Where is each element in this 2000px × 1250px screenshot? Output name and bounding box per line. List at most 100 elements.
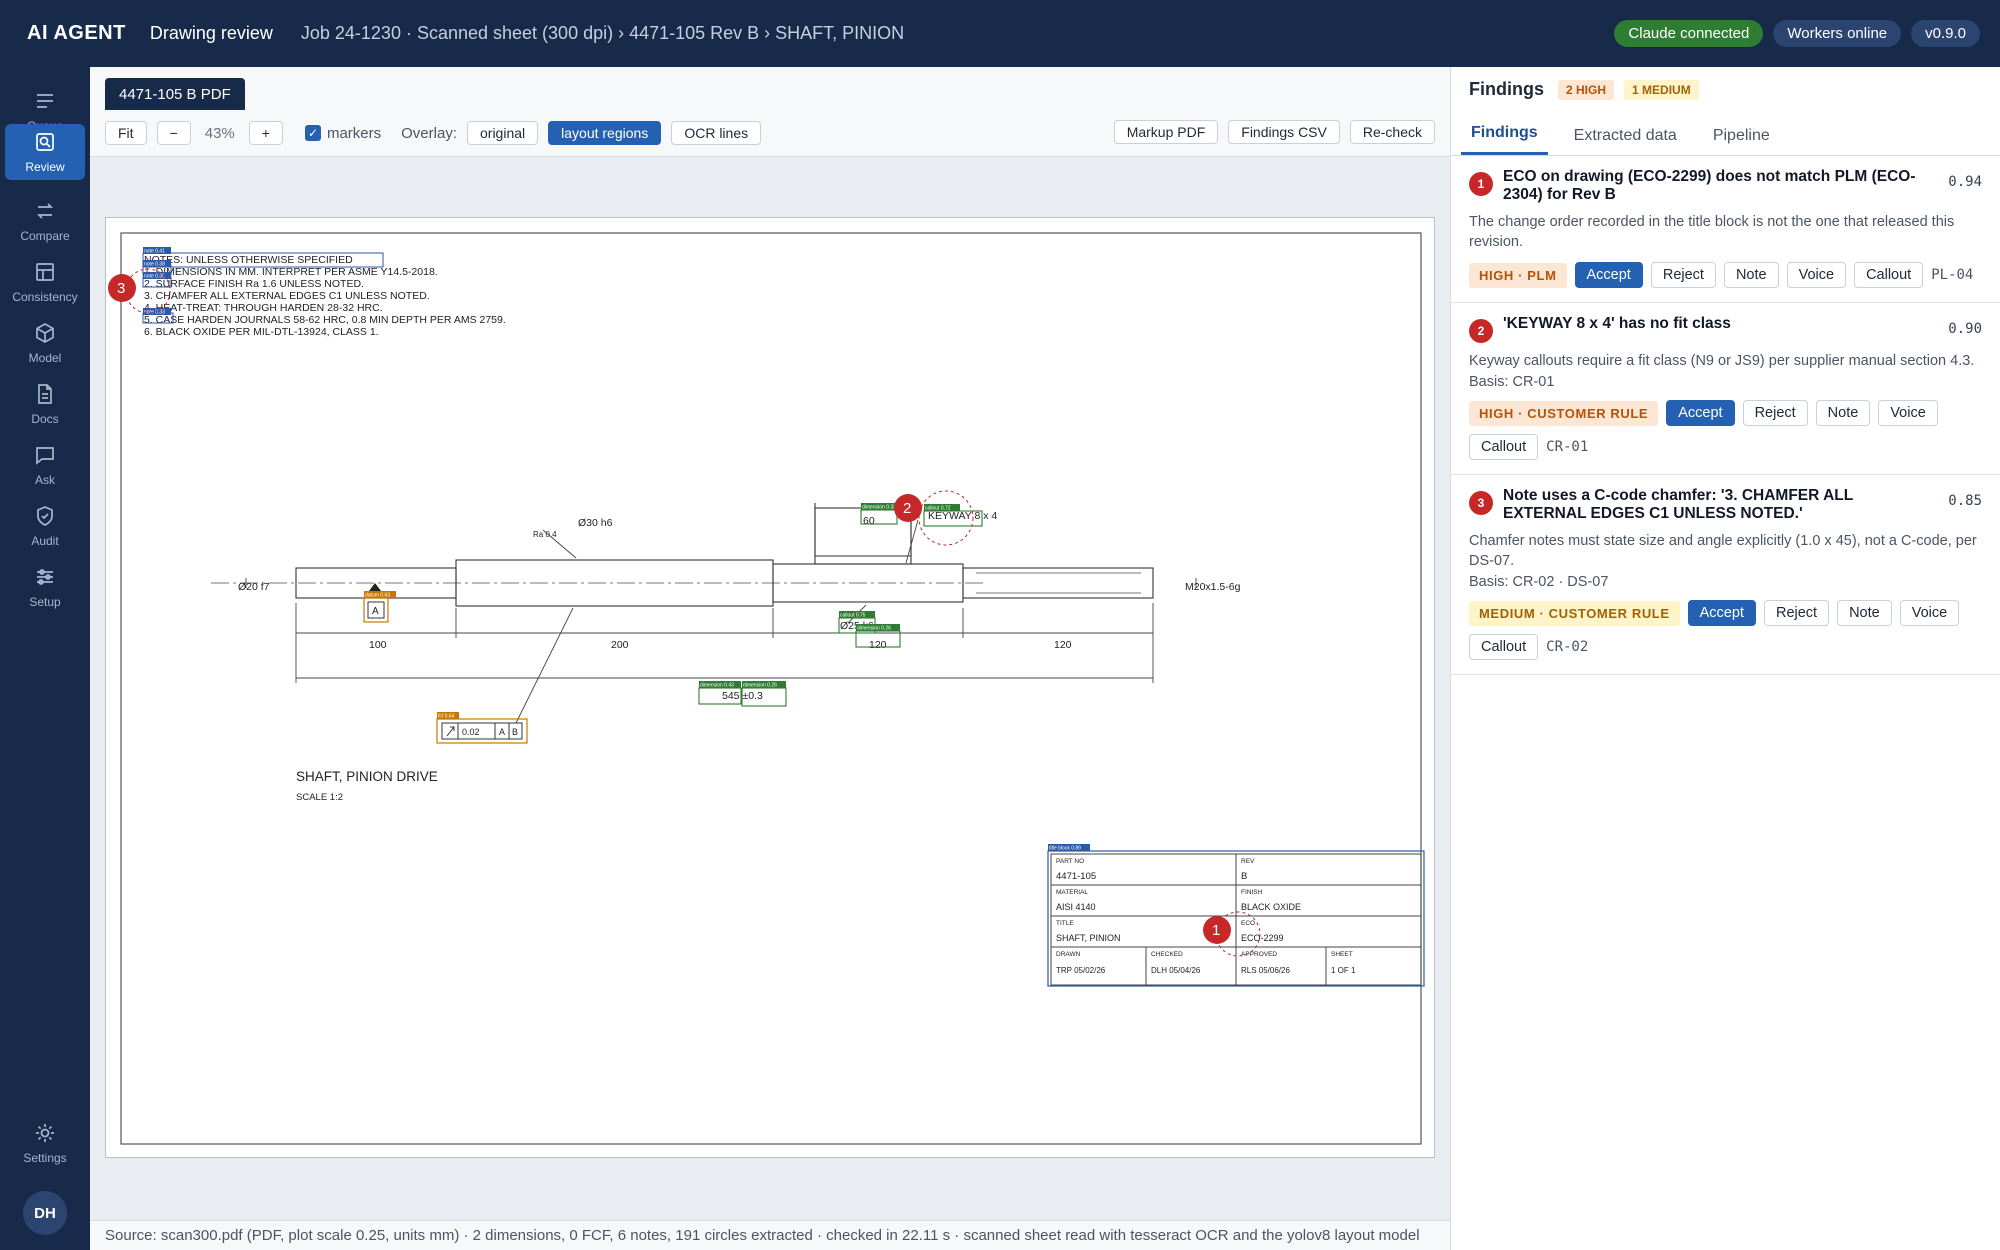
checkbox-checked-icon[interactable]: ✓ bbox=[304, 125, 321, 141]
nav-consistency[interactable]: Consistency bbox=[5, 246, 85, 318]
note-button[interactable]: Note bbox=[1723, 262, 1779, 288]
overlay-ocr-lines-button[interactable]: OCR lines bbox=[671, 121, 762, 145]
region-tag-label: callout 0.72 bbox=[925, 506, 951, 512]
region-tag-label: note 0.41 bbox=[144, 249, 165, 255]
callout-button[interactable]: Callout bbox=[1469, 634, 1539, 660]
accept-button[interactable]: Accept bbox=[1666, 400, 1735, 426]
region-tag-label: note 0.38 bbox=[144, 262, 165, 268]
markup-pdf-button[interactable]: Markup PDF bbox=[1113, 120, 1219, 144]
top-bar: AI AGENT Drawing review Job 24-1230 · Sc… bbox=[0, 0, 2000, 67]
nav-compare[interactable]: Compare bbox=[5, 185, 85, 257]
finding-basis: Basis: CR-02 · DS-07 bbox=[1469, 574, 1609, 590]
dim-60: 60 bbox=[863, 515, 875, 527]
zoom-in-button[interactable]: + bbox=[248, 121, 283, 145]
tb-rev: B bbox=[1241, 871, 1247, 882]
reject-button[interactable]: Reject bbox=[1650, 262, 1716, 288]
overlay-layout-regions-button[interactable]: layout regions bbox=[548, 121, 662, 145]
consistency-icon bbox=[36, 263, 54, 281]
nav-audit[interactable]: Audit bbox=[5, 490, 85, 562]
voice-button[interactable]: Voice bbox=[1786, 262, 1847, 288]
finding-marker-3[interactable]: 3 bbox=[108, 268, 171, 314]
region-tag bbox=[861, 503, 905, 510]
model-icon bbox=[36, 323, 54, 343]
drawing-canvas[interactable]: NOTES: UNLESS OTHERWISE SPECIFIED 1. DIM… bbox=[106, 218, 1436, 1159]
feature-control-frame[interactable]: 0.02 A B fcf 0.64 bbox=[436, 712, 528, 744]
nav-settings[interactable]: Settings bbox=[5, 1107, 85, 1179]
breadcrumb[interactable]: Job 24-1230 · Scanned sheet (300 dpi) › … bbox=[300, 23, 905, 43]
ask-icon bbox=[36, 447, 54, 465]
zoom-out-button[interactable]: − bbox=[156, 121, 191, 145]
tab-extracted-data[interactable]: Extracted data bbox=[1573, 127, 1677, 144]
overlay-original-button[interactable]: original bbox=[467, 121, 539, 145]
region-tag-label: note 0.33 bbox=[144, 310, 165, 316]
notes-block[interactable]: NOTES: UNLESS OTHERWISE SPECIFIED 1. DIM… bbox=[144, 254, 506, 338]
fit-button[interactable]: Fit bbox=[105, 121, 147, 145]
finding-description: Chamfer notes must state size and angle … bbox=[1469, 533, 1977, 569]
finding-card[interactable]: 1 ECO on drawing (ECO-2299) does not mat… bbox=[1451, 156, 2000, 303]
nav-setup[interactable]: Setup bbox=[5, 551, 85, 623]
dim-m20: M20x1.5-6g bbox=[1185, 581, 1241, 593]
nav-label: Ask bbox=[34, 473, 55, 487]
tb-label: REV bbox=[1241, 858, 1255, 865]
note-button[interactable]: Note bbox=[1837, 600, 1892, 626]
drawing-sheet[interactable]: NOTES: UNLESS OTHERWISE SPECIFIED 1. DIM… bbox=[105, 217, 1435, 1158]
markers-toggle[interactable]: ✓ markers bbox=[304, 124, 382, 142]
note-line: NOTES: UNLESS OTHERWISE SPECIFIED bbox=[144, 254, 353, 266]
finding-marker-1[interactable]: 1 bbox=[1203, 911, 1261, 957]
region-box bbox=[436, 718, 528, 744]
user-avatar[interactable]: DH bbox=[23, 1191, 67, 1235]
recheck-button[interactable]: Re-check bbox=[1349, 120, 1435, 144]
nav-docs[interactable]: Docs bbox=[5, 368, 85, 440]
left-nav-rail: Queue Review Compare Consistency Model D… bbox=[0, 67, 90, 1250]
region-tag-label: fcf 0.64 bbox=[438, 714, 455, 720]
datum-a[interactable]: A datum 0.63 bbox=[363, 583, 396, 623]
marker-dot bbox=[894, 494, 922, 522]
finding-card[interactable]: 3 Note uses a C-code chamfer: '3. CHAMFE… bbox=[1451, 475, 2000, 675]
drawing-viewer: 4471-105 B PDF Fit − 43% + ✓ markers Ove… bbox=[90, 67, 1450, 1220]
finding-marker-2[interactable]: 2 bbox=[894, 490, 974, 546]
nav-model[interactable]: Model bbox=[5, 307, 85, 379]
docs-icon bbox=[38, 384, 52, 404]
marker-ring bbox=[918, 490, 974, 546]
nav-label: Consistency bbox=[12, 290, 78, 304]
tb-label: SHEET bbox=[1331, 951, 1353, 958]
nav-review[interactable]: Review bbox=[5, 124, 85, 180]
finding-score: 0.85 bbox=[1948, 493, 1982, 509]
region-tag bbox=[839, 611, 875, 618]
accept-button[interactable]: Accept bbox=[1687, 600, 1756, 626]
document-tab[interactable]: 4471-105 B PDF bbox=[105, 78, 245, 110]
shaft-profile[interactable] bbox=[211, 503, 1154, 607]
severity-badge: MEDIUM · CUSTOMER RULE bbox=[1469, 600, 1680, 626]
tb-finish: BLACK OXIDE bbox=[1241, 902, 1301, 912]
tb-sheet: 1 OF 1 bbox=[1331, 966, 1356, 975]
fcf-leader bbox=[515, 607, 574, 724]
tab-findings[interactable]: Findings bbox=[1461, 124, 1548, 155]
callout-button[interactable]: Callout bbox=[1854, 262, 1924, 288]
region-tag-label: note 0.35 bbox=[144, 274, 165, 280]
tb-label: APPROVED bbox=[1241, 951, 1277, 958]
marker-number: 2 bbox=[903, 500, 911, 517]
title-block[interactable] bbox=[1050, 853, 1422, 986]
finding-actions: HIGH · PLM Accept Reject Note Voice Call… bbox=[1469, 262, 1982, 288]
diameter-leader bbox=[542, 529, 577, 559]
fcf-frame bbox=[441, 722, 523, 740]
reject-button[interactable]: Reject bbox=[1763, 600, 1830, 626]
voice-button[interactable]: Voice bbox=[1899, 600, 1960, 626]
region-tag-label: datum 0.63 bbox=[365, 593, 390, 599]
overlay-label: Overlay: bbox=[401, 124, 457, 142]
tab-pipeline[interactable]: Pipeline bbox=[1712, 127, 1770, 144]
callout-button[interactable]: Callout bbox=[1469, 434, 1539, 460]
finding-number: 2 bbox=[1469, 319, 1493, 343]
app-title: Drawing review bbox=[149, 23, 273, 43]
rule-code: PL-04 bbox=[1931, 267, 1974, 283]
markers-label: markers bbox=[326, 124, 382, 142]
finding-actions: HIGH · CUSTOMER RULE Accept Reject Note … bbox=[1469, 400, 1982, 460]
note-button[interactable]: Note bbox=[1815, 400, 1871, 426]
accept-button[interactable]: Accept bbox=[1574, 262, 1643, 288]
voice-button[interactable]: Voice bbox=[1878, 400, 1938, 426]
claude-status-badge: Claude connected bbox=[1614, 20, 1764, 47]
finding-card[interactable]: 2 'KEYWAY 8 x 4' has no fit class 0.90 K… bbox=[1451, 303, 2000, 475]
reject-button[interactable]: Reject bbox=[1742, 400, 1808, 426]
findings-csv-button[interactable]: Findings CSV bbox=[1228, 120, 1340, 144]
nav-ask[interactable]: Ask bbox=[5, 429, 85, 501]
